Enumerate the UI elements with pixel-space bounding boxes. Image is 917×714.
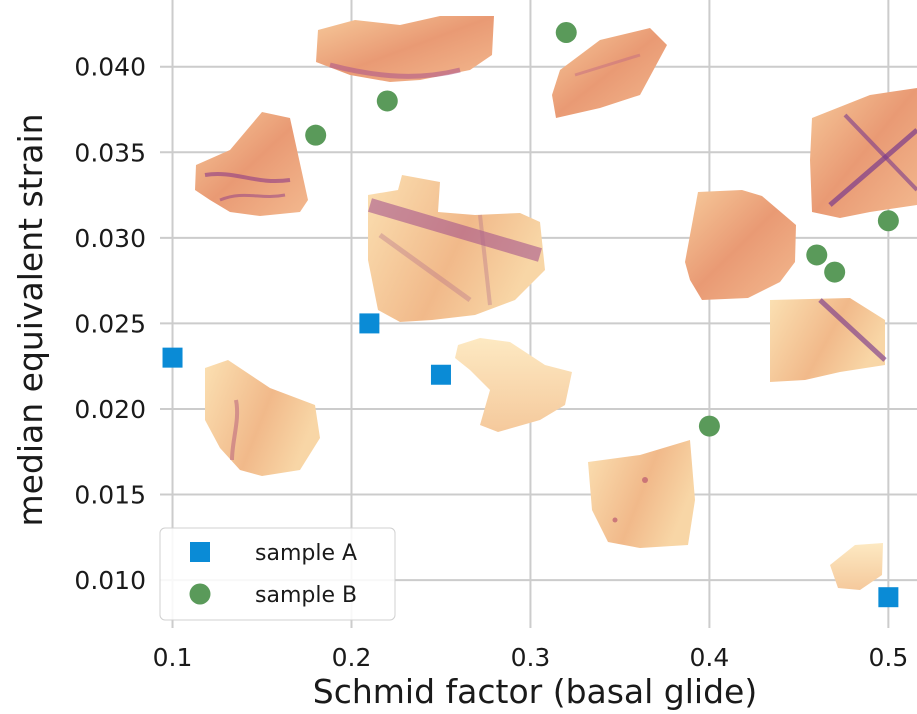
- y-tick-label: 0.040: [74, 53, 146, 82]
- x-axis-label: Schmid factor (basal glide): [313, 672, 757, 711]
- grain-map: [205, 360, 320, 476]
- grain-map: [316, 16, 494, 82]
- y-tick-label: 0.035: [74, 138, 146, 167]
- data-point-sample-b: [824, 261, 846, 283]
- tick-labels: 0.1 0.2 0.3 0.4 0.5 0.010 0.015 0.020 0.025 0.030…: [74, 53, 908, 672]
- data-point-sample-b: [376, 90, 398, 112]
- grain-map: [552, 28, 667, 118]
- legend-label-sample-a: sample A: [255, 541, 357, 566]
- data-point-sample-a: [878, 587, 899, 608]
- legend-box: [159, 527, 396, 621]
- grain-map: [455, 338, 572, 432]
- y-tick-label: 0.010: [74, 566, 146, 595]
- data-point-sample-b: [698, 415, 720, 437]
- grain-map: [588, 440, 695, 548]
- y-tick-label: 0.025: [74, 309, 146, 338]
- y-axis-label: median equivalent strain: [11, 113, 50, 526]
- data-point-sample-b: [806, 244, 828, 266]
- data-point-sample-a: [359, 313, 380, 334]
- grain-map: [770, 298, 887, 382]
- data-point-sample-a: [430, 364, 451, 385]
- grain-map: [368, 175, 545, 322]
- y-tick-label: 0.030: [74, 224, 146, 253]
- data-points: [162, 22, 899, 608]
- grain-map: [685, 190, 796, 300]
- x-tick-label: 0.5: [868, 643, 908, 672]
- grain-map: [810, 88, 917, 218]
- data-point-sample-b: [877, 210, 899, 232]
- grain-map: [195, 112, 308, 216]
- legend: sample A sample B: [159, 527, 396, 621]
- y-tick-label: 0.020: [74, 395, 146, 424]
- data-point-sample-a: [162, 347, 183, 368]
- legend-marker-sample-a: [190, 542, 210, 562]
- data-point-sample-b: [555, 22, 577, 44]
- grain-map: [830, 543, 883, 590]
- x-tick-label: 0.2: [332, 643, 372, 672]
- x-tick-label: 0.3: [511, 643, 551, 672]
- data-point-sample-b: [305, 124, 327, 146]
- y-tick-label: 0.015: [74, 481, 146, 510]
- x-tick-label: 0.4: [690, 643, 730, 672]
- grain-map-insets: [195, 16, 917, 590]
- x-tick-label: 0.1: [153, 643, 193, 672]
- legend-label-sample-b: sample B: [255, 583, 357, 608]
- legend-marker-sample-b: [189, 583, 211, 605]
